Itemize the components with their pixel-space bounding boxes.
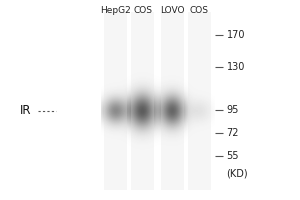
Text: 130: 130 (226, 62, 245, 72)
Text: 95: 95 (226, 105, 239, 115)
Text: COS: COS (190, 6, 209, 15)
Bar (100, 12, 214, 190)
Bar (104, 12, 127, 190)
Bar (161, 12, 184, 190)
Text: IR: IR (20, 104, 31, 117)
Bar (214, 0, 300, 200)
Text: COS: COS (133, 6, 152, 15)
Bar (100, 190, 214, 200)
Bar (104, 12, 127, 190)
Text: 72: 72 (226, 128, 239, 138)
Bar (188, 12, 211, 190)
Text: HepG2: HepG2 (100, 6, 131, 15)
Text: (KD): (KD) (226, 169, 248, 179)
Text: 55: 55 (226, 151, 239, 161)
Bar (0, 0, 100, 200)
Bar (188, 12, 211, 190)
Bar (131, 12, 154, 190)
Bar (161, 12, 184, 190)
Bar (131, 12, 154, 190)
Bar (100, 0, 214, 12)
Text: 170: 170 (226, 30, 245, 40)
Text: LOVO: LOVO (160, 6, 185, 15)
